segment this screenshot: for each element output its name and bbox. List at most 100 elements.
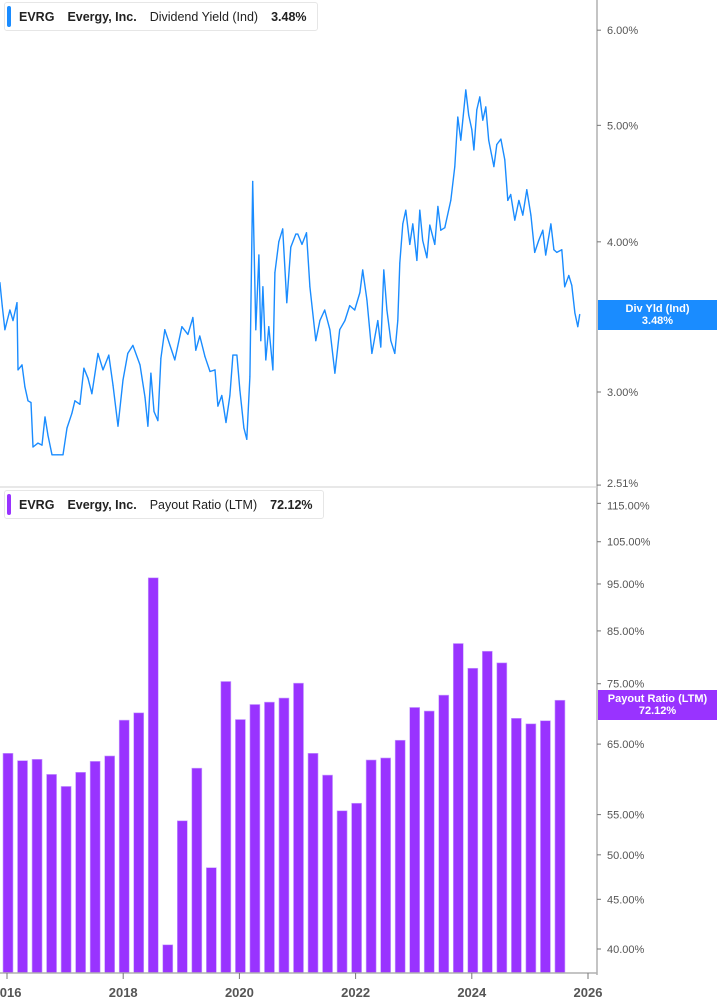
dividend-yield-point <box>526 189 528 191</box>
dividend-yield-point <box>232 354 234 356</box>
dividend-yield-point <box>265 359 267 361</box>
payout-ratio-bar <box>336 810 348 974</box>
payout-ratio-bar <box>46 774 57 974</box>
dividend-yield-point <box>221 394 223 397</box>
dividend-yield-point <box>366 299 368 301</box>
legend-metric: Payout Ratio (LTM) <box>149 497 258 512</box>
x-tick-label: 2020 <box>225 985 254 1000</box>
dividend-yield-point <box>422 239 424 242</box>
dividend-yield-point <box>102 369 104 371</box>
dividend-yield-point <box>479 96 481 98</box>
dividend-yield-point <box>468 114 470 116</box>
dividend-yield-point <box>476 109 478 111</box>
payout-ratio-bar <box>133 712 145 974</box>
dividend-yield-point <box>412 223 414 225</box>
legend-company: Evergy, Inc. <box>67 497 137 512</box>
dividend-yield-point <box>217 405 219 407</box>
dividend-yield-point <box>518 199 520 202</box>
payout-ratio-bar <box>235 719 246 974</box>
dividend-yield-point <box>225 421 227 424</box>
axes: 6.00% 5.00% 4.00% 3.00% 2.51% 115.00% 105.00% 9… <box>0 0 651 1000</box>
dividend-yield-point <box>354 309 356 311</box>
y-tick-label: 3.00% <box>607 387 638 399</box>
payout-ratio-bar <box>307 753 319 974</box>
dividend-yield-point <box>262 286 264 288</box>
dividend-yield-point <box>144 396 146 398</box>
dividend-yield-point <box>390 340 392 342</box>
dividend-yield-point <box>409 243 411 246</box>
dividend-yield-point <box>440 229 442 231</box>
dividend-yield-point <box>473 149 475 151</box>
dividend-yield-point <box>147 425 149 427</box>
dividend-yield-point <box>538 239 540 242</box>
dividend-yield-point <box>192 316 194 319</box>
dividend-yield-point <box>493 166 495 168</box>
dividend-yield-point <box>371 352 373 355</box>
dividend-yield-point <box>214 369 216 371</box>
dividend-yield-point <box>160 357 162 359</box>
dividend-yield-point <box>522 214 524 216</box>
y-tick-label: 115.00% <box>607 500 650 512</box>
y-tick-label: 105.00% <box>607 537 651 549</box>
payout-ratio-bar <box>511 718 522 974</box>
dividend-yield-point <box>27 400 29 402</box>
payout-ratio-bar <box>452 643 464 974</box>
dividend-yield-point <box>507 199 509 202</box>
dividend-yield-point <box>457 116 459 118</box>
dividend-yield-point <box>21 364 23 366</box>
y-tick-label: 75.00% <box>607 679 645 691</box>
payout-ratio-bar <box>191 767 203 974</box>
payout-ratio-bar <box>220 681 232 974</box>
payout-ratio-bar <box>206 867 217 974</box>
dividend-yield-point <box>229 394 231 397</box>
dividend-yield-point <box>164 329 166 331</box>
dividend-yield-point <box>252 180 254 183</box>
payout-ratio-last-value-tag: Payout Ratio (LTM) 72.12% <box>598 690 717 720</box>
series-color-swatch <box>7 6 11 27</box>
y-tick-label: 45.00% <box>607 894 645 906</box>
payout-ratio-bar <box>31 759 43 974</box>
dividend-yield-point <box>44 416 46 418</box>
dividend-yield-point <box>334 372 336 374</box>
series-color-swatch <box>7 494 11 515</box>
dividend-yield-point <box>297 233 299 235</box>
dividend-yield-point <box>83 367 85 369</box>
dividend-yield-point <box>405 209 407 211</box>
dividend-yield-point <box>150 372 152 374</box>
dividend-yield-point <box>460 139 462 141</box>
dividend-yield-point <box>553 249 555 251</box>
dividend-yield-point <box>246 438 248 440</box>
payout-ratio-bar <box>394 739 406 974</box>
dividend-yield-point <box>450 199 452 202</box>
dividend-yield-point <box>157 420 159 422</box>
dividend-yield-point <box>482 119 484 121</box>
legend-ticker: EVRG <box>19 497 55 512</box>
dividend-yield-point <box>9 309 11 311</box>
dividend-yield-point <box>359 291 361 294</box>
dividend-yield-point <box>305 232 308 234</box>
payout-ratio-legend[interactable]: EVRG Evergy, Inc. Payout Ratio (LTM) 72.… <box>4 490 324 519</box>
dividend-yield-point <box>429 224 431 226</box>
x-tick-label: 2022 <box>341 985 370 1000</box>
dividend-yield-point <box>550 223 552 225</box>
payout-ratio-bar <box>380 757 391 974</box>
dividend-yield-point <box>577 326 579 328</box>
dividend-yield-point <box>339 329 341 331</box>
dividend-yield-point <box>465 89 467 91</box>
payout-ratio-bar <box>89 761 101 974</box>
dividend-yield-point <box>57 454 59 456</box>
dividend-yield-point <box>249 375 251 378</box>
dividend-yield-point <box>534 251 536 253</box>
payout-ratio-bar <box>351 802 362 974</box>
dividend-yield-point <box>514 219 516 221</box>
dividend-yield-point <box>383 269 385 271</box>
dividend-yield-legend[interactable]: EVRG Evergy, Inc. Dividend Yield (Ind) 3… <box>4 2 318 31</box>
dividend-yield-point <box>377 319 379 322</box>
tag-label: Div Yld (Ind) <box>625 303 690 315</box>
payout-ratio-bar <box>17 760 28 974</box>
dividend-yield-point <box>41 444 43 446</box>
payout-ratio-bar <box>177 820 188 974</box>
dividend-yield-point <box>122 379 124 381</box>
dividend-yield-point <box>117 425 119 427</box>
